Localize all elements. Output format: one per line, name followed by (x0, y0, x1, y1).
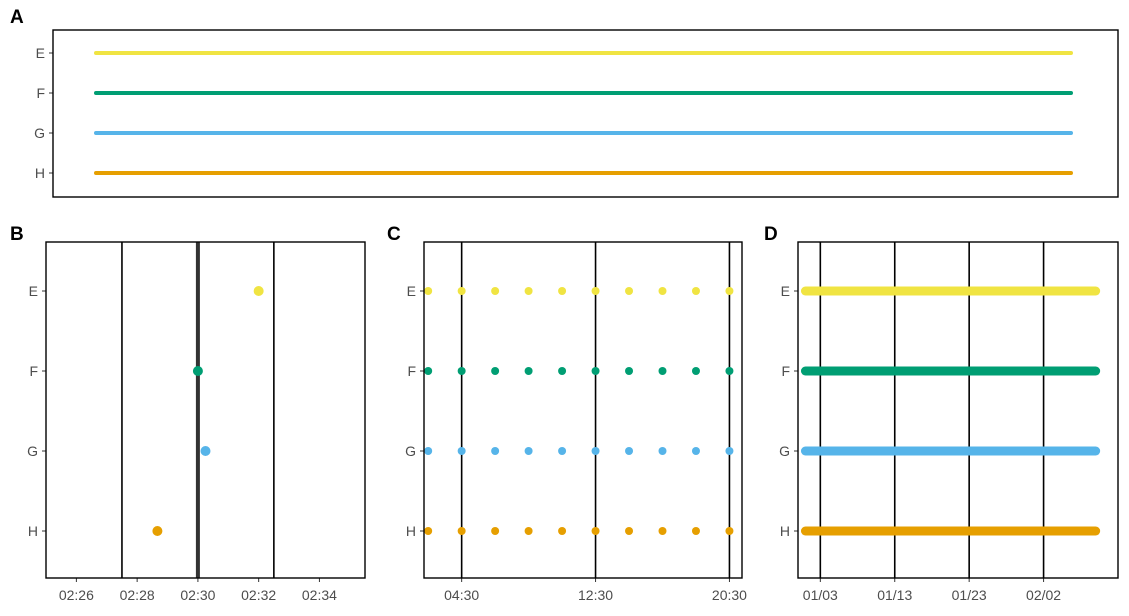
point-F (524, 367, 533, 375)
point-E (625, 287, 634, 295)
panel-c-ytick-label: F (407, 363, 416, 379)
point-H (524, 527, 533, 535)
point-G (424, 447, 433, 455)
point-G (558, 447, 567, 455)
panel-c-ytick-label: H (406, 523, 416, 539)
panel-d-ytick-label: E (781, 283, 790, 299)
point-G (457, 447, 466, 455)
panel-d-label: D (764, 224, 778, 245)
panel-c-xtick-label: 12:30 (578, 587, 613, 603)
point-G (691, 447, 700, 455)
panel-a-ytick-label: H (35, 165, 45, 181)
panel-b-xtick-label: 02:28 (120, 587, 155, 603)
panel-b-frame (45, 241, 366, 579)
point-H (591, 527, 600, 535)
point-F (691, 367, 700, 375)
panel-a-ytick-label: E (36, 45, 45, 61)
panel-d-xtick-label: 01/13 (877, 587, 912, 603)
point-H (457, 527, 466, 535)
point-G (658, 447, 667, 455)
panel-d-ytick-label: F (781, 363, 790, 379)
point-F (625, 367, 634, 375)
point-E (424, 287, 433, 295)
point-F (558, 367, 567, 375)
point-E (658, 287, 667, 295)
point-E (457, 287, 466, 295)
panel-c-label: C (387, 224, 401, 245)
point-H (424, 527, 433, 535)
panel-a-ytick-label: G (34, 125, 45, 141)
panel-b: E F G H 02:26 02:28 02:30 02:32 02:34 B (10, 224, 366, 603)
panel-a-frame (52, 29, 1119, 198)
panel-b-xtick-label: 02:26 (59, 587, 94, 603)
point-F (192, 366, 203, 376)
panel-a-label: A (10, 7, 24, 28)
panel-c-ytick-label: E (407, 283, 416, 299)
point-F (457, 367, 466, 375)
point-G (725, 447, 734, 455)
point-G (524, 447, 533, 455)
panel-c-frame (423, 241, 743, 579)
point-E (524, 287, 533, 295)
point-F (725, 367, 734, 375)
point-G (200, 446, 211, 456)
point-E (253, 286, 264, 296)
point-H (691, 527, 700, 535)
panel-d-xtick-label: 02/02 (1026, 587, 1061, 603)
panel-d-frame (797, 241, 1119, 579)
panel-b-xtick-label: 02:30 (180, 587, 215, 603)
point-H (491, 527, 500, 535)
point-G (491, 447, 500, 455)
panel-b-ytick-label: E (29, 283, 38, 299)
panel-b-xtick-label: 02:34 (302, 587, 337, 603)
point-F (424, 367, 433, 375)
point-H (658, 527, 667, 535)
point-G (591, 447, 600, 455)
panel-a-ytick-label: F (36, 85, 45, 101)
panel-b-ytick-label: H (28, 523, 38, 539)
point-E (725, 287, 734, 295)
point-H (625, 527, 634, 535)
point-F (491, 367, 500, 375)
point-E (591, 287, 600, 295)
panel-b-ytick-label: F (29, 363, 38, 379)
panel-b-ytick-label: G (27, 443, 38, 459)
panel-b-xtick-label: 02:32 (241, 587, 276, 603)
panel-b-label: B (10, 224, 24, 245)
point-H (558, 527, 567, 535)
point-E (691, 287, 700, 295)
panel-d-ytick-label: H (780, 523, 790, 539)
point-F (591, 367, 600, 375)
point-H (725, 527, 734, 535)
panel-a: E F G H A (10, 7, 1119, 198)
point-F (658, 367, 667, 375)
point-G (625, 447, 634, 455)
panel-c-xtick-label: 20:30 (712, 587, 747, 603)
panel-d-ytick-label: G (779, 443, 790, 459)
panel-d-xtick-label: 01/23 (952, 587, 987, 603)
point-E (558, 287, 567, 295)
panel-d-xtick-label: 01/03 (803, 587, 838, 603)
panel-c: E F G H 04:30 12:30 20:30 C (387, 224, 747, 603)
panel-d: E F G H 01/03 01/13 01/23 02/02 D (764, 224, 1119, 603)
panel-c-xtick-label: 04:30 (444, 587, 479, 603)
point-E (491, 287, 500, 295)
panel-c-ytick-label: G (405, 443, 416, 459)
point-H (152, 526, 163, 536)
